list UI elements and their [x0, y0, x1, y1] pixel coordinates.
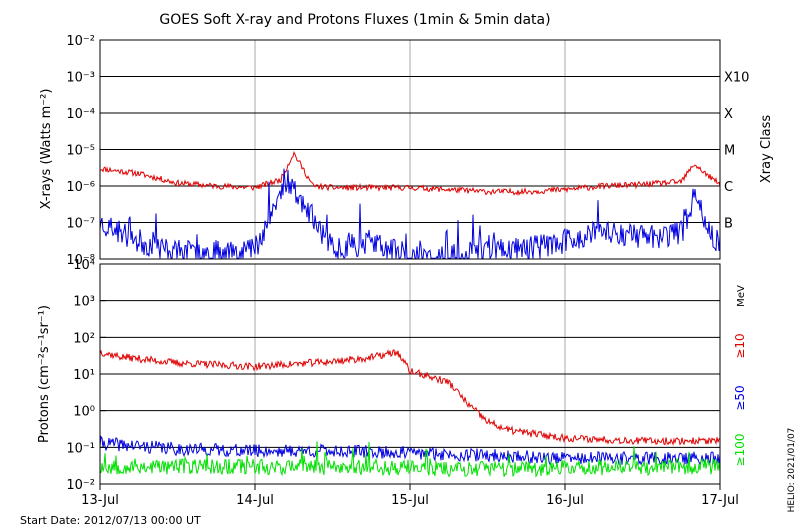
xray-ylabel: X-rays (Watts m⁻²): [39, 89, 54, 210]
credit-label: HELIO: 2021/01/07: [787, 428, 797, 513]
xray-series-group: [99, 150, 721, 260]
xray-class-label: M: [724, 144, 735, 159]
series-line: [99, 435, 721, 466]
xray-class-label: X10: [724, 71, 749, 86]
proton-legend-entry: ≥10: [733, 333, 747, 358]
figure-title: GOES Soft X-ray and Protons Fluxes (1min…: [159, 12, 550, 28]
y-tick-label: 10⁻⁶: [66, 180, 95, 195]
x-tick-label: 17-Jul: [701, 493, 739, 508]
y-tick-label: 10⁻³: [66, 71, 95, 86]
proton-energy-legend: ≥10 ≥50 ≥100: [733, 333, 747, 466]
series-line: [99, 168, 721, 260]
x-tick-label: 16-Jul: [546, 493, 584, 508]
proton-panel: 10⁻² 10⁻¹ 10⁰ 10¹ 10² 10³ 10⁴ Protons (cm⁻²s⁻¹…: [37, 258, 747, 493]
xray-class-axis-title: Xray Class: [759, 115, 774, 183]
series-line: [99, 441, 721, 478]
proton-series-group: [99, 349, 721, 478]
x-tick-label: 15-Jul: [391, 493, 429, 508]
xray-class-labels: B C M X X10: [724, 71, 749, 232]
proton-ylabel: Protons (cm⁻²s⁻¹sr⁻¹): [37, 305, 52, 443]
xray-panel: 10⁻⁸ 10⁻⁷ 10⁻⁶ 10⁻⁵ 10⁻⁴ 10⁻³ 10⁻² B C M X X10 X-r…: [39, 34, 774, 268]
xray-class-label: B: [724, 217, 733, 232]
xray-gridlines: [100, 40, 720, 259]
xray-y-ticks: 10⁻⁸ 10⁻⁷ 10⁻⁶ 10⁻⁵ 10⁻⁴ 10⁻³ 10⁻²: [66, 34, 106, 268]
y-tick-label: 10⁻⁴: [66, 107, 95, 122]
y-tick-label: 10⁻⁸: [66, 253, 95, 268]
xray-class-label: X: [724, 107, 733, 122]
proton-legend-entry: ≥50: [733, 385, 747, 410]
y-tick-label: 10⁰: [73, 405, 95, 420]
start-date-label: Start Date: 2012/07/13 00:00 UT: [20, 514, 201, 527]
y-tick-label: 10⁻⁵: [66, 144, 95, 159]
proton-unit-label: MeV: [736, 285, 747, 307]
y-tick-label: 10⁻¹: [66, 441, 95, 456]
y-tick-label: 10⁴: [73, 258, 95, 273]
proton-legend-entry: ≥100: [733, 434, 747, 467]
x-axis-ticks: 13-Jul 14-Jul 15-Jul 16-Jul 17-Jul: [81, 484, 739, 508]
series-line: [99, 349, 721, 446]
y-tick-label: 10²: [73, 331, 95, 346]
proton-y-ticks: 10⁻² 10⁻¹ 10⁰ 10¹ 10² 10³ 10⁴: [66, 258, 106, 493]
y-tick-label: 10⁻²: [66, 478, 95, 493]
xray-class-label: C: [724, 180, 733, 195]
y-tick-label: 10⁻⁷: [66, 217, 95, 232]
y-tick-label: 10³: [73, 295, 95, 310]
y-tick-label: 10⁻²: [66, 34, 95, 49]
series-line: [99, 150, 721, 196]
y-tick-label: 10¹: [73, 368, 95, 383]
x-tick-label: 14-Jul: [236, 493, 274, 508]
x-tick-label: 13-Jul: [81, 493, 119, 508]
